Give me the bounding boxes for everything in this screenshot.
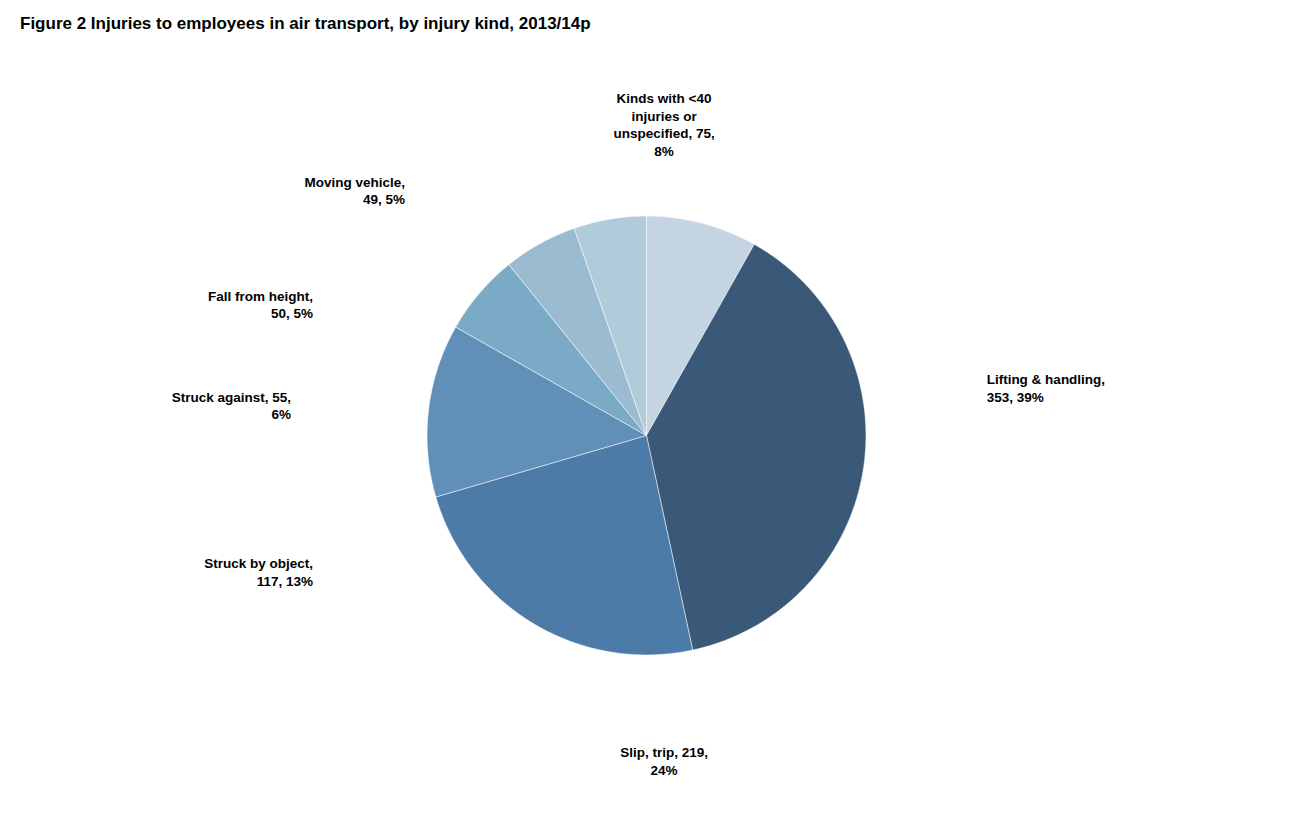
svg-text:Struck by object,117, 13%: Struck by object,117, 13% — [204, 556, 313, 589]
svg-text:Struck against, 55,6%: Struck against, 55,6% — [172, 390, 291, 423]
svg-text:Fall from height,50, 5%: Fall from height,50, 5% — [208, 289, 313, 322]
svg-text:Slip, trip, 219,24%: Slip, trip, 219,24% — [620, 745, 708, 778]
svg-text:Moving vehicle,49, 5%: Moving vehicle,49, 5% — [305, 175, 406, 208]
svg-text:Kinds with <40injuries orunspe: Kinds with <40injuries orunspecified, 75… — [613, 91, 714, 159]
html-text:Figure 2 Injuries to employees: Figure 2 Injuries to employees in air tr… — [20, 14, 591, 33]
svg-text:Lifting & handling,353, 39%: Lifting & handling,353, 39% — [987, 372, 1105, 405]
